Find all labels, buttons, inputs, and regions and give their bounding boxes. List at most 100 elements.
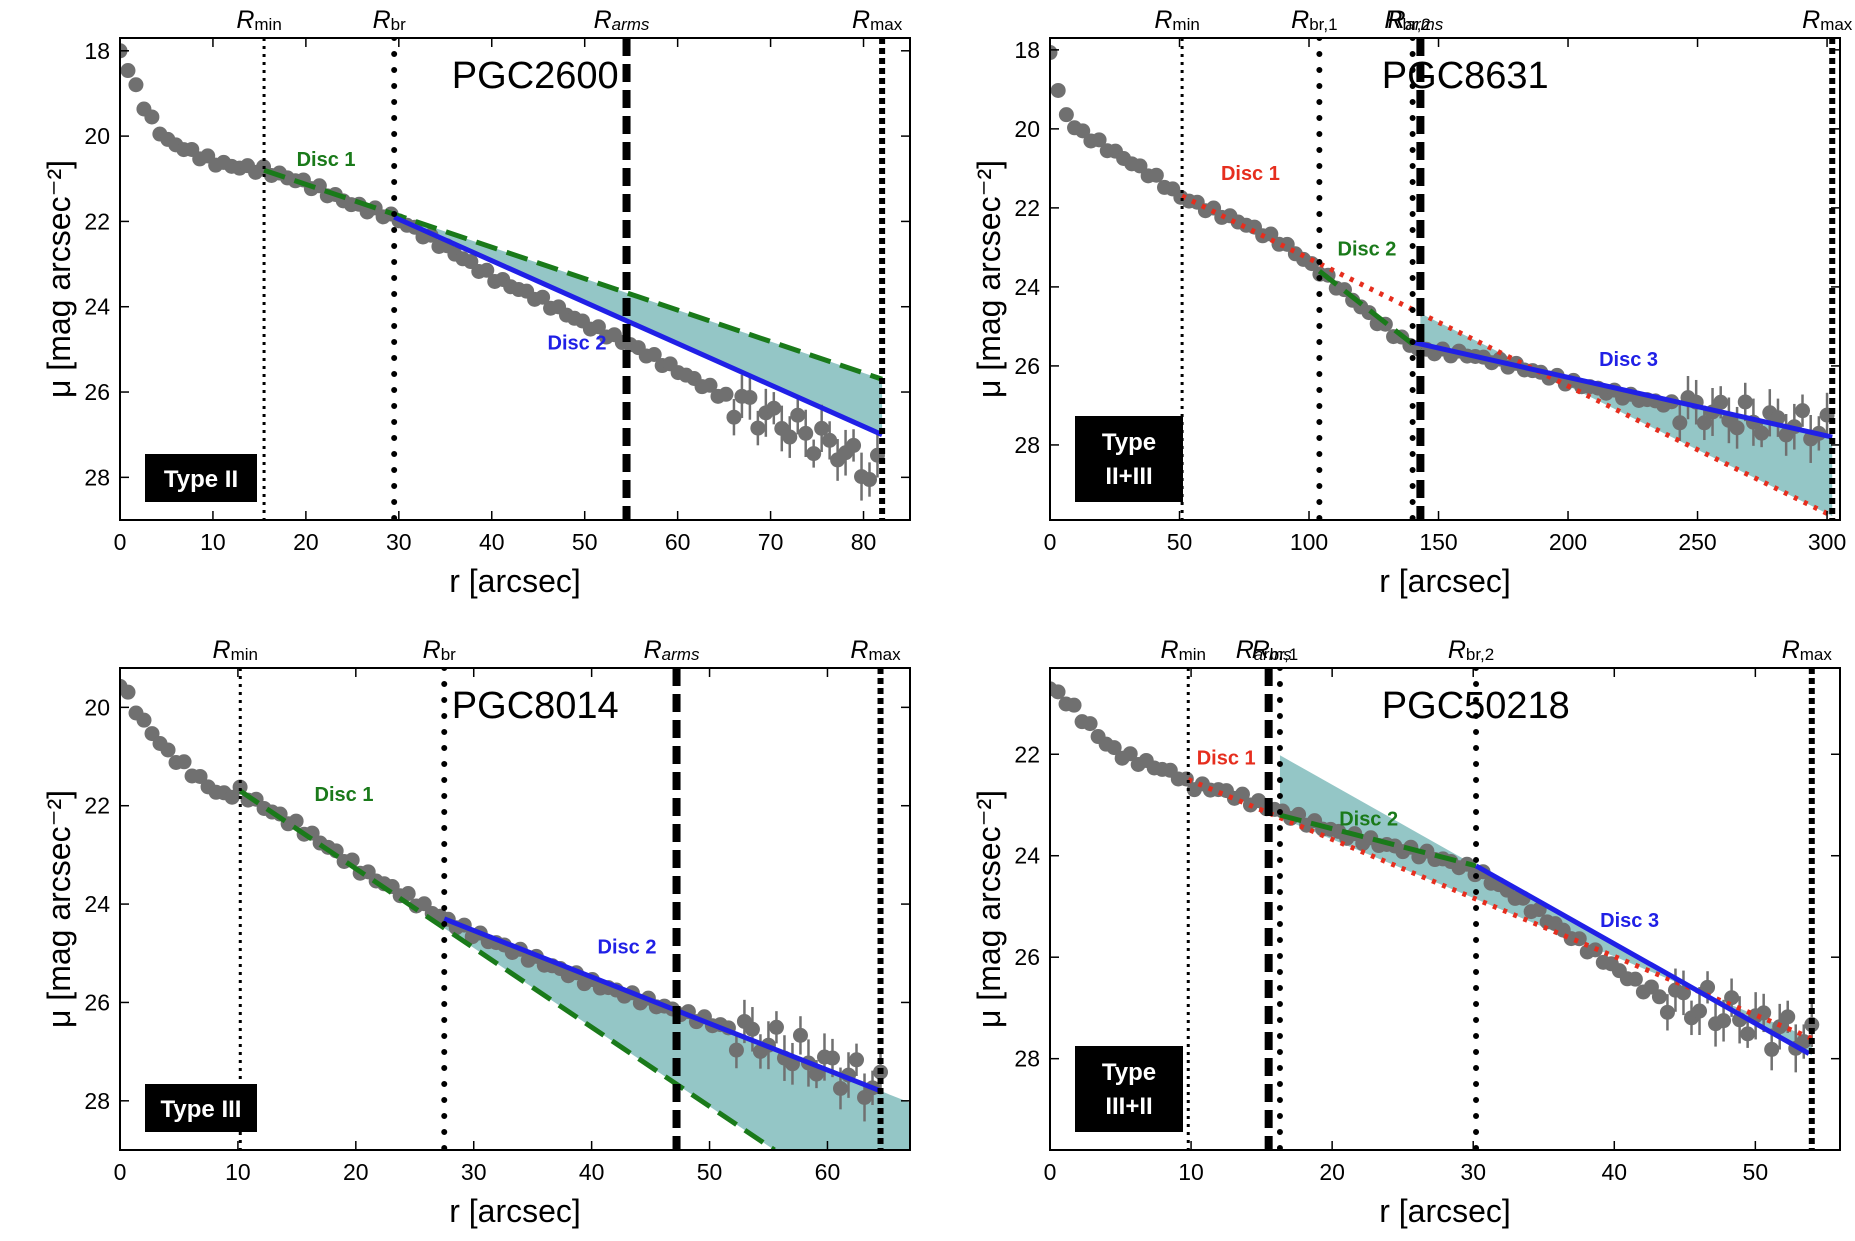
y-tick-label: 20 [84,123,110,149]
data-point [808,1066,824,1082]
data-point [479,262,495,278]
y-tick-label: 26 [1014,353,1040,379]
data-point [702,377,718,393]
data-point [1724,990,1740,1006]
data-point [176,754,192,770]
vline-label: Rbr,2 [1448,636,1494,664]
disc-label-1: Disc 1 [315,784,374,806]
data-point [224,789,240,805]
data-point [1050,45,1058,61]
y-tick-label: 24 [1014,274,1040,300]
x-tick-label: 50 [697,1159,723,1185]
x-tick-label: 20 [1319,1159,1345,1185]
x-tick-label: 50 [572,529,598,555]
vline-label: Rmin [1154,6,1199,34]
x-tick-label: 10 [225,1159,251,1185]
axes-frame [1049,667,1841,1151]
vline-label: Rbr [373,6,407,34]
data-point [1737,394,1753,410]
data-point [1780,1009,1796,1025]
data-point [1795,403,1811,419]
panel-pgc8014: Rmin Rbr Rarms Rmax Disc 1 Disc 2 0 10 20 30 40 50 6… [41,636,911,1229]
data-point [1091,132,1107,148]
type-label-box [1075,416,1183,502]
plot-area [120,668,910,1150]
x-tick-label: 60 [815,1159,841,1185]
y-tick-label: 24 [1014,843,1040,869]
y-tick-label: 26 [84,379,110,405]
data-point [1692,1003,1708,1019]
data-point [288,813,304,829]
data-point [128,77,144,93]
vline-label: Rarms [1236,636,1292,664]
x-axis-label: r [arcsec] [449,1193,581,1229]
disc-line-3 [1412,339,1833,440]
vline-label: Rarms [594,6,650,34]
data-point [160,742,176,758]
vline-label: Rmax [1782,636,1833,664]
type-label-box [145,1084,257,1132]
type-label-text: Type [1102,1059,1156,1086]
chart-title: PGC50218 [1382,685,1570,727]
x-tick-label: 40 [1601,1159,1627,1185]
disc-label-3: Disc 3 [1599,349,1658,371]
disc-line-2 [1317,269,1422,353]
vline-label: Rarms [1387,6,1443,34]
data-point [1304,256,1320,272]
disc-line-3 [1474,863,1811,1056]
data-point [535,289,551,305]
data-point [790,407,806,423]
disc-line-2 [443,916,882,1094]
disc-label-2: Disc 2 [548,332,607,354]
data-point [1627,971,1643,987]
data-point [861,472,877,488]
data-point [1148,167,1164,183]
vline-label: Rmin [1161,636,1206,664]
x-tick-label: 0 [114,1159,127,1185]
type-label-text: Type III [161,1096,242,1123]
data-point [1672,415,1688,431]
vline-label: Rmax [1802,6,1853,34]
vline-label: Rbr,1 [1252,636,1298,664]
disc-label-1: Disc 1 [1221,163,1280,185]
y-tick-label: 26 [1014,944,1040,970]
disc-line-2 [393,214,884,437]
x-tick-label: 0 [1044,1159,1057,1185]
y-tick-label: 20 [1014,116,1040,142]
x-tick-label: 50 [1743,1159,1769,1185]
vline-label: Rbr,2 [1384,6,1430,34]
data-point [1571,931,1587,947]
panel-pgc2600: Rmin Rbr Rarms Rmax Disc 1 Disc 2 0 10 20 30 40 50 6… [41,6,911,599]
disc-line-2 [1279,812,1477,869]
x-tick-label: 20 [293,529,319,555]
vline-label: Rmax [852,6,903,34]
x-tick-label: 100 [1290,529,1328,555]
y-tick-label: 20 [84,694,110,720]
y-tick-label: 22 [84,208,110,234]
y-tick-label: 28 [1014,1046,1040,1072]
data-point [822,432,838,448]
data-point [1716,1013,1732,1029]
x-tick-label: 0 [1044,529,1057,555]
data-point [1234,786,1250,802]
y-tick-label: 18 [1014,37,1040,63]
data-point [726,409,742,425]
x-tick-label: 20 [343,1159,369,1185]
data-point [1082,716,1098,732]
axes-frame [1049,37,1841,521]
data-point [1132,158,1148,174]
data-point [136,712,152,728]
x-tick-label: 60 [665,529,691,555]
type-label-text: Type II [164,466,238,493]
x-tick-label: 40 [479,529,505,555]
x-tick-label: 30 [461,1159,487,1185]
x-tick-label: 0 [114,529,127,555]
data-points [120,43,885,501]
data-point [718,386,734,402]
vline-label: Rmax [850,636,901,664]
data-point [1066,697,1082,713]
disc-label-3: Disc 3 [1600,910,1659,932]
data-point [192,768,208,784]
data-point [798,425,814,441]
